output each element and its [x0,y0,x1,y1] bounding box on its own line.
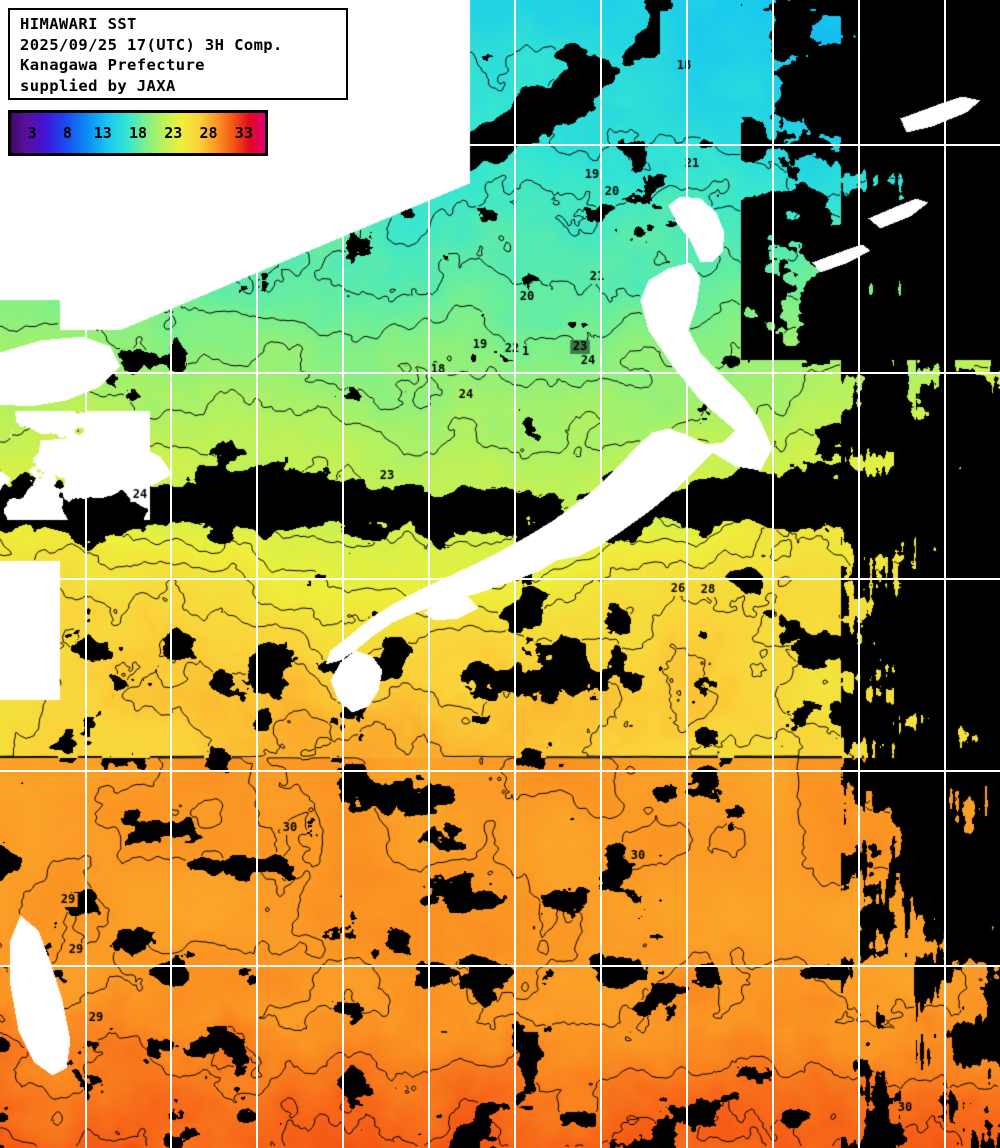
colorbar-tick-13: 13 [93,124,112,142]
colorbar-gradient [11,113,265,153]
title-line-datetime: 2025/09/25 17(UTC) 3H Comp. [20,35,283,54]
title-panel: HIMAWARI SST 2025/09/25 17(UTC) 3H Comp.… [8,8,348,100]
colorbar-tick-3: 3 [27,124,37,142]
colorbar-tick-8: 8 [62,124,72,142]
colorbar-frame [8,110,268,156]
title-line-supplier: supplied by JAXA [20,76,176,95]
title-line-region: Kanagawa Prefecture [20,56,205,74]
colorbar-tick-labels: 3 8 13 18 23 28 33 [11,113,265,153]
colorbar-legend: 3 8 13 18 23 28 33 [8,110,268,156]
title-line-product: HIMAWARI SST [20,15,137,33]
colorbar-tick-23: 23 [164,124,183,142]
colorbar-tick-33: 33 [234,124,253,142]
colorbar-tick-28: 28 [199,124,218,142]
colorbar-tick-18: 18 [128,124,148,142]
